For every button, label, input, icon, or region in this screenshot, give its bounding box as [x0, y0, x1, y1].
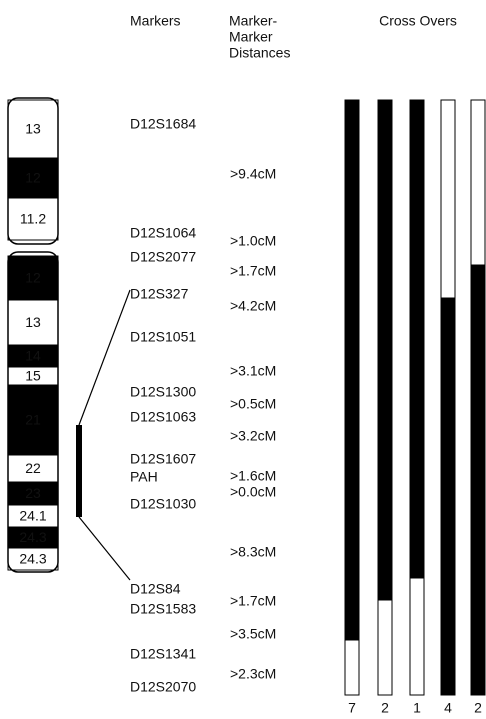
crossover-segment: [440, 297, 456, 696]
header-distances: Marker-: [229, 13, 278, 29]
band-label: 11.2: [20, 211, 46, 227]
header-markers: Markers: [130, 13, 181, 29]
crossover-segment: [409, 577, 425, 696]
header-distances: Marker: [229, 29, 273, 45]
band-label: 24.3: [19, 529, 46, 545]
marker: D12S1030: [130, 496, 196, 512]
header-distances: Distances: [229, 45, 290, 61]
header-crossovers: Cross Overs: [379, 13, 457, 29]
band-label: 23: [25, 485, 41, 501]
distance: >1.7cM: [230, 263, 276, 279]
chromosome-band: [7, 197, 59, 241]
crossover-segment: [470, 99, 486, 266]
marker: D12S1607: [130, 451, 196, 467]
distance: >0.0cM: [230, 484, 276, 500]
marker: D12S1684: [130, 116, 196, 132]
marker: D12S1300: [130, 384, 196, 400]
marker: PAH: [130, 469, 158, 485]
chromosome-band: [7, 157, 59, 199]
crossover-count: 4: [444, 700, 452, 716]
distance: >3.1cM: [230, 363, 276, 379]
crossover-count: 7: [348, 700, 356, 716]
distance: >3.5cM: [230, 626, 276, 642]
crossover-count: 2: [381, 700, 389, 716]
distance: >1.6cM: [230, 468, 276, 484]
band-label: 21: [25, 412, 41, 428]
band-label: 15: [25, 368, 41, 384]
distance: >2.3cM: [230, 666, 276, 682]
distance: >1.0cM: [230, 233, 276, 249]
distance: >0.5cM: [230, 396, 276, 412]
chromosome-band: [7, 99, 59, 159]
marker: D12S2070: [130, 679, 196, 695]
band-label: 24.3: [19, 551, 46, 567]
band-label: 13: [25, 314, 41, 330]
region-bar: [76, 425, 82, 517]
distance: >1.7cM: [230, 593, 276, 609]
crossover-count: 2: [474, 700, 482, 716]
crossover-segment: [344, 639, 360, 696]
crossover-segment: [377, 99, 393, 601]
marker: D12S1341: [130, 646, 196, 662]
crossover-segment: [377, 599, 393, 696]
marker: D12S1583: [130, 601, 196, 617]
crossover-segment: [344, 99, 360, 641]
crossover-segment: [409, 99, 425, 579]
crossover-count: 1: [413, 700, 421, 716]
distance: >8.3cM: [230, 544, 276, 560]
band-label: 24.1: [19, 508, 46, 524]
band-label: 13: [25, 121, 41, 137]
marker: D12S1063: [130, 409, 196, 425]
marker: D12S84: [130, 581, 181, 597]
marker: D12S2077: [130, 249, 196, 265]
chromosome-band: [7, 454, 59, 483]
marker: D12S1064: [130, 225, 196, 241]
marker: D12S327: [130, 286, 189, 302]
chromosome-band: [7, 384, 59, 456]
distance: >4.2cM: [230, 298, 276, 314]
band-label: 22: [25, 460, 41, 476]
connector: [78, 289, 131, 426]
chromosome-outline: [7, 97, 59, 245]
band-label: 14: [25, 348, 41, 364]
distance: >9.4cM: [230, 166, 276, 182]
connector: [78, 516, 131, 581]
band-label: 12: [25, 170, 41, 186]
distance: >3.2cM: [230, 428, 276, 444]
crossover-segment: [440, 99, 456, 299]
chromosome-outline: [7, 251, 59, 573]
marker: D12S1051: [130, 329, 196, 345]
crossover-segment: [470, 264, 486, 696]
band-label: 12: [25, 270, 41, 286]
